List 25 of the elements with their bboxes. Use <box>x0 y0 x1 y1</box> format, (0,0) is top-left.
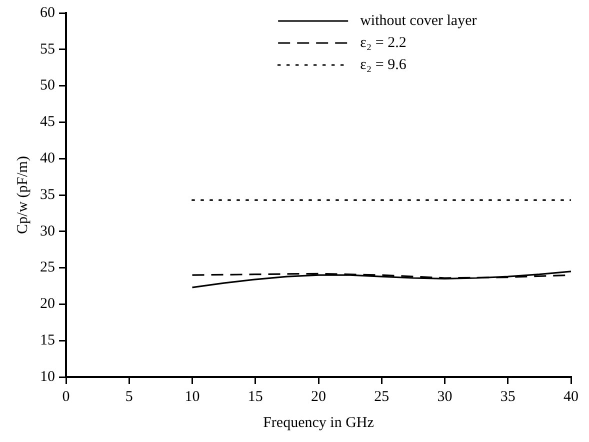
y-tick-label: 25 <box>40 260 55 276</box>
legend-label: ε₂ = 2.2 <box>360 34 406 51</box>
x-tick-label: 10 <box>184 388 200 405</box>
y-tick-label: 20 <box>40 296 55 312</box>
y-tick-label: 35 <box>40 186 55 203</box>
y-tick-label: 45 <box>40 114 55 130</box>
x-tick-label: 20 <box>311 388 326 405</box>
y-tick-label: 10 <box>40 368 55 385</box>
y-tick-label: 40 <box>40 150 55 167</box>
y-tick-label: 30 <box>40 223 55 240</box>
x-tick-label: 15 <box>248 388 263 405</box>
x-axis-title: Frequency in GHz <box>263 414 374 431</box>
y-tick-label: 50 <box>40 78 55 94</box>
x-tick-label: 5 <box>125 388 133 405</box>
x-tick-label: 25 <box>374 388 390 405</box>
x-tick-label: 40 <box>564 388 578 405</box>
x-tick-label: 30 <box>437 388 452 405</box>
y-axis-title: Cp/w (pF/m) <box>14 156 31 234</box>
x-tick-label: 35 <box>500 388 516 405</box>
legend-label: ε₂ = 9.6 <box>360 56 407 73</box>
y-tick-label: 60 <box>40 4 55 21</box>
legend-label: without cover layer <box>360 12 477 29</box>
y-tick-label: 55 <box>40 41 55 58</box>
x-tick-label: 0 <box>62 388 70 405</box>
y-tick-label: 15 <box>40 332 55 349</box>
